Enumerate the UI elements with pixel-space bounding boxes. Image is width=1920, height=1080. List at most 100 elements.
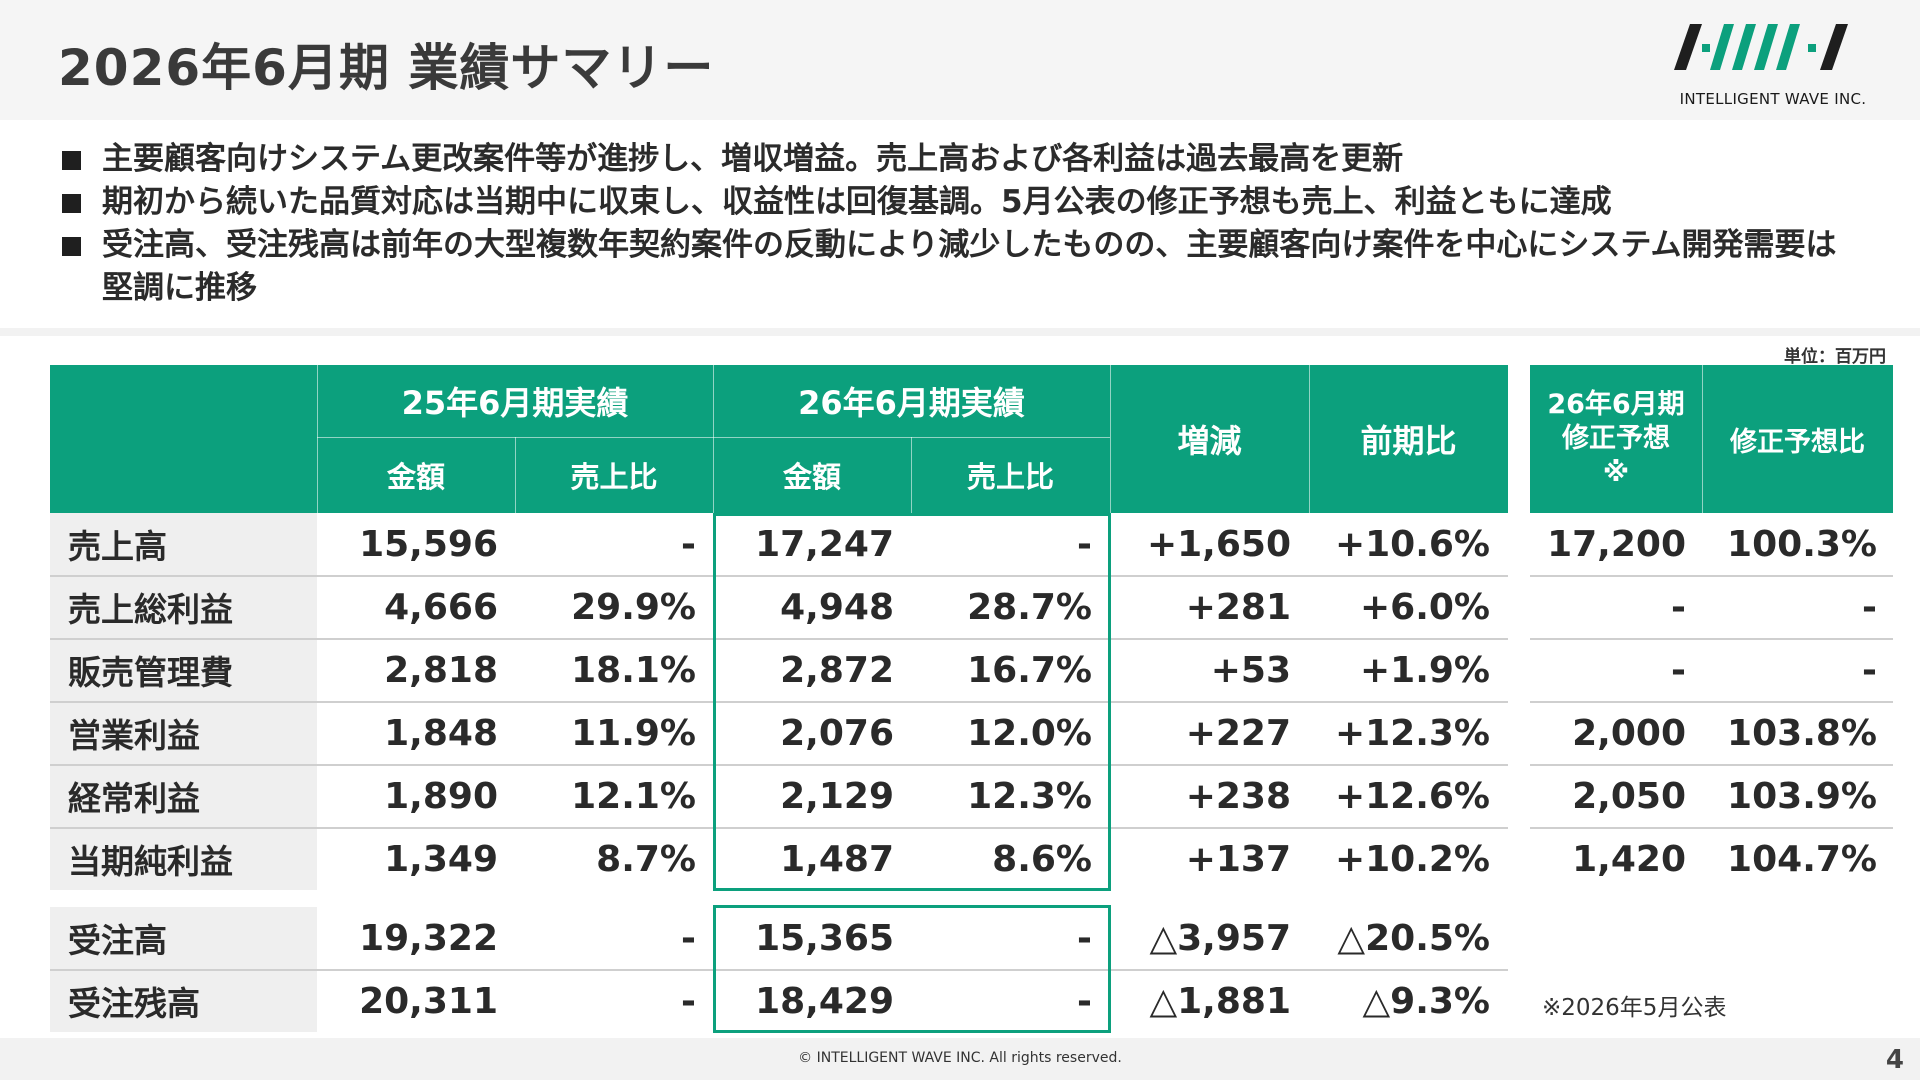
cell-yoy: +6.0%	[1359, 586, 1490, 628]
cell-change: △1,881	[1149, 980, 1291, 1022]
cell-fy25-ratio: -	[681, 523, 696, 565]
header-fy25-amount: 金額	[317, 437, 515, 513]
header-fy26-amount: 金額	[713, 437, 911, 513]
cell-fy26-amount: 4,948	[780, 586, 894, 628]
cell-fy25-amount: 15,596	[359, 523, 498, 565]
header-change: 増減	[1110, 365, 1309, 513]
cell-forecast-ratio: -	[1862, 586, 1877, 628]
header-divider	[515, 437, 516, 513]
cell-fy26-amount: 15,365	[755, 917, 894, 959]
bullet-item: 期初から続いた品質対応は当期中に収束し、収益性は回復基調。5月公表の修正予想も売…	[62, 181, 1862, 224]
cell-fy25-amount: 4,666	[384, 586, 498, 628]
cell-forecast: -	[1671, 586, 1686, 628]
cell-fy25-ratio: 12.1%	[571, 775, 696, 817]
cell-fy25-amount: 1,890	[384, 775, 498, 817]
table-row: 受注高 19,322 - 15,365 - △3,957 △20.5%	[50, 907, 1508, 969]
row-label: 販売管理費	[50, 639, 317, 701]
cell-fy26-ratio: 12.0%	[967, 712, 1092, 754]
cell-change: +238	[1185, 775, 1291, 817]
row-divider	[50, 827, 1508, 829]
cell-fy26-amount: 2,129	[780, 775, 894, 817]
cell-change: +281	[1185, 586, 1291, 628]
square-bullet-icon	[62, 151, 81, 170]
cell-fy25-ratio: 8.7%	[596, 838, 696, 880]
cell-fy26-ratio: 28.7%	[967, 586, 1092, 628]
cell-change: +137	[1185, 838, 1291, 880]
unit-label: 単位：百万円	[1784, 347, 1886, 367]
header-divider	[1110, 365, 1111, 513]
forecast-row: - -	[1530, 576, 1893, 638]
header-divider	[1702, 365, 1703, 513]
cell-fy26-amount: 1,487	[780, 838, 894, 880]
row-label: 売上高	[50, 513, 317, 575]
forecast-footnote: ※2026年5月公表	[1542, 995, 1727, 1021]
bullet-item: 主要顧客向けシステム更改案件等が進捗し、増収増益。売上高および各利益は過去最高を…	[62, 138, 1862, 181]
cell-fy25-ratio: 11.9%	[571, 712, 696, 754]
header-divider	[911, 437, 912, 513]
cell-forecast: 17,200	[1547, 523, 1686, 565]
cell-forecast-ratio: -	[1862, 649, 1877, 691]
cell-fy26-ratio: -	[1077, 980, 1092, 1022]
results-table-area: 単位：百万円 25年6月期実績 26年6月期実績 金額 売上比 金額 売上比 増…	[0, 336, 1920, 1038]
row-label: 経常利益	[50, 765, 317, 827]
logo-text: INTELLIGENT WAVE INC.	[1679, 90, 1867, 108]
header-divider	[317, 365, 318, 513]
row-divider	[50, 969, 1508, 971]
cell-yoy: △20.5%	[1337, 917, 1490, 959]
cell-change: △3,957	[1149, 917, 1291, 959]
footer: © INTELLIGENT WAVE INC. All rights reser…	[0, 1038, 1920, 1080]
cell-change: +227	[1185, 712, 1291, 754]
header-forecast-ratio: 修正予想比	[1702, 365, 1893, 513]
header: 2026年6月期 業績サマリー INTELLIGENT WAVE INC.	[0, 0, 1920, 120]
forecast-row: 2,000 103.8%	[1530, 702, 1893, 764]
cell-yoy: +10.6%	[1334, 523, 1490, 565]
cell-fy25-ratio: -	[681, 917, 696, 959]
row-label: 営業利益	[50, 702, 317, 764]
row-label: 受注高	[50, 907, 317, 969]
cell-forecast-ratio: 100.3%	[1727, 523, 1877, 565]
cell-fy25-amount: 20,311	[359, 980, 498, 1022]
cell-forecast: 2,000	[1572, 712, 1686, 754]
row-label: 受注残高	[50, 970, 317, 1032]
cell-forecast: 1,420	[1572, 838, 1686, 880]
header-divider	[317, 437, 1110, 438]
row-label: 当期純利益	[50, 828, 317, 890]
cell-fy26-ratio: 8.6%	[992, 838, 1092, 880]
header-yoy: 前期比	[1309, 365, 1508, 513]
table-row: 経常利益 1,890 12.1% 2,129 12.3% +238 +12.6%	[50, 765, 1508, 827]
cell-yoy: +1.9%	[1359, 649, 1490, 691]
square-bullet-icon	[62, 194, 81, 213]
page-title: 2026年6月期 業績サマリー	[58, 39, 715, 97]
logo-mark-icon	[1674, 24, 1848, 70]
table-row: 営業利益 1,848 11.9% 2,076 12.0% +227 +12.3%	[50, 702, 1508, 764]
cell-fy26-ratio: 12.3%	[967, 775, 1092, 817]
header-revised-forecast: 26年6月期 修正予想 ※	[1530, 365, 1702, 513]
cell-fy25-amount: 2,818	[384, 649, 498, 691]
cell-fy25-ratio: 18.1%	[571, 649, 696, 691]
row-divider	[1530, 575, 1893, 577]
row-divider	[50, 764, 1508, 766]
header-fy26: 26年6月期実績	[713, 365, 1110, 437]
row-divider	[1530, 638, 1893, 640]
table-row: 受注残高 20,311 - 18,429 - △1,881 △9.3%	[50, 970, 1508, 1032]
cell-forecast: -	[1671, 649, 1686, 691]
forecast-row: - -	[1530, 639, 1893, 701]
cell-fy26-amount: 2,872	[780, 649, 894, 691]
cell-yoy: △9.3%	[1362, 980, 1490, 1022]
cell-fy26-ratio: 16.7%	[967, 649, 1092, 691]
table-row: 売上高 15,596 - 17,247 - +1,650 +10.6%	[50, 513, 1508, 575]
cell-fy26-ratio: -	[1077, 523, 1092, 565]
cell-fy25-ratio: -	[681, 980, 696, 1022]
cell-fy26-ratio: -	[1077, 917, 1092, 959]
header-divider	[713, 365, 714, 513]
cell-fy25-amount: 1,848	[384, 712, 498, 754]
table-row: 当期純利益 1,349 8.7% 1,487 8.6% +137 +10.2%	[50, 828, 1508, 890]
cell-fy26-amount: 2,076	[780, 712, 894, 754]
copyright-text: © INTELLIGENT WAVE INC. All rights reser…	[798, 1050, 1122, 1066]
table-row: 販売管理費 2,818 18.1% 2,872 16.7% +53 +1.9%	[50, 639, 1508, 701]
header-fy26-ratio: 売上比	[911, 437, 1110, 513]
header-blank-cell	[50, 365, 317, 513]
row-divider	[50, 638, 1508, 640]
table-row: 売上総利益 4,666 29.9% 4,948 28.7% +281 +6.0%	[50, 576, 1508, 638]
cell-yoy: +12.6%	[1334, 775, 1490, 817]
